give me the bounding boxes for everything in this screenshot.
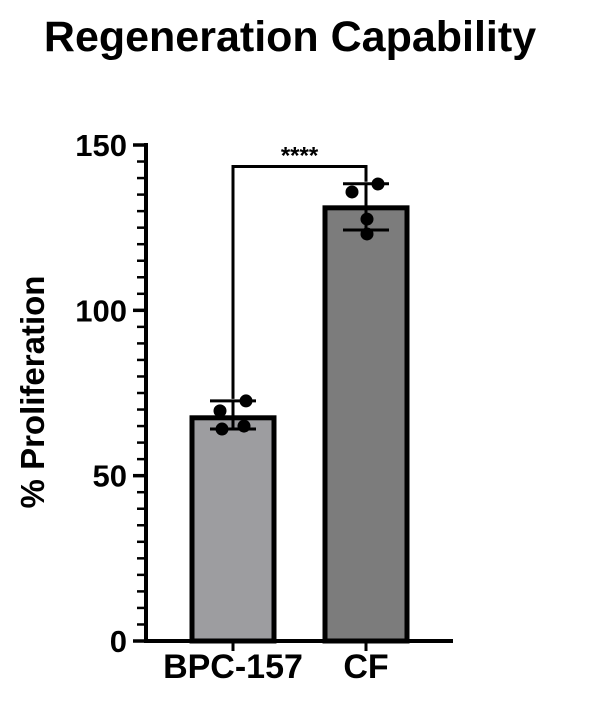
bar-cf bbox=[322, 205, 410, 644]
data-point bbox=[360, 227, 374, 241]
y-tick-label: 0 bbox=[110, 624, 127, 659]
y-tick-label: 50 bbox=[93, 459, 127, 494]
bar-bpc-157 bbox=[189, 415, 277, 644]
data-point bbox=[213, 404, 227, 418]
x-category-label: BPC-157 bbox=[163, 648, 303, 686]
y-tick-label: 100 bbox=[75, 293, 127, 328]
y-axis-label: % Proliferation bbox=[14, 275, 51, 509]
x-category-label: CF bbox=[343, 648, 388, 686]
data-point bbox=[345, 185, 359, 199]
chart-title: Regeneration Capability bbox=[43, 13, 537, 61]
data-point bbox=[237, 419, 251, 433]
significance-stars: **** bbox=[281, 142, 319, 169]
data-point bbox=[239, 394, 253, 408]
data-point bbox=[371, 177, 385, 191]
significance-bracket bbox=[231, 164, 368, 399]
data-point bbox=[215, 422, 229, 436]
y-tick-label: 150 bbox=[75, 128, 127, 163]
data-point bbox=[360, 212, 374, 226]
